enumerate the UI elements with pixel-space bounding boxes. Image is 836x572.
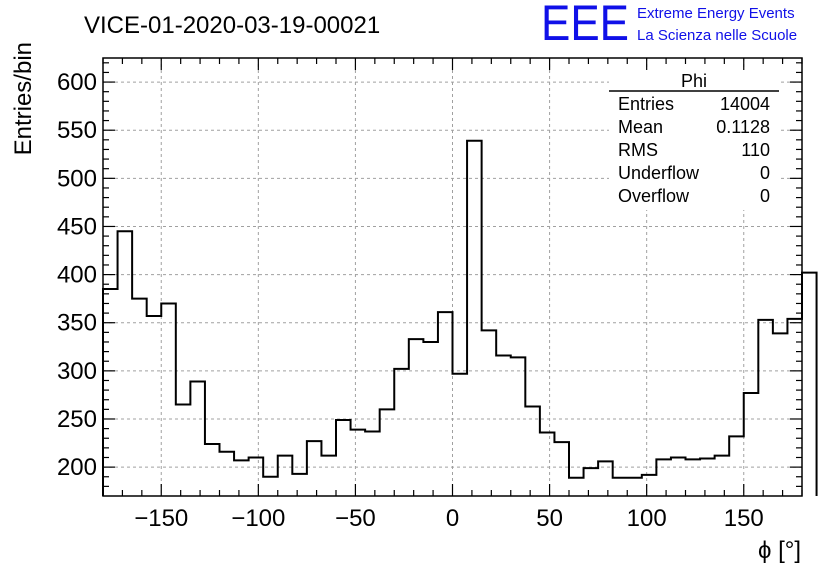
- histogram-bin: [744, 393, 759, 496]
- histogram-bin: [584, 468, 599, 496]
- y-tick-label: 400: [57, 262, 97, 289]
- histogram-bin: [336, 420, 351, 496]
- histogram-bin: [351, 430, 366, 496]
- stats-label: Mean: [618, 117, 663, 137]
- y-tick-label: 450: [57, 213, 97, 240]
- x-tick-label: −100: [231, 505, 285, 532]
- stats-value: 0.1128: [716, 117, 770, 137]
- histogram-bin: [715, 456, 730, 496]
- histogram-bin: [569, 478, 584, 496]
- histogram-bin: [671, 457, 686, 496]
- histogram-bin: [802, 273, 817, 496]
- y-tick-label: 300: [57, 358, 97, 385]
- histogram-bin: [147, 316, 162, 496]
- histogram-bin: [307, 441, 322, 496]
- histogram-bin: [496, 355, 511, 496]
- x-tick-label: 150: [724, 505, 764, 532]
- histogram-bin: [773, 333, 788, 496]
- x-tick-label: 50: [536, 505, 563, 532]
- histogram-bin: [729, 436, 744, 496]
- y-tick-label: 550: [57, 117, 97, 144]
- stats-value: 0: [760, 186, 770, 206]
- histogram-bin: [438, 312, 453, 496]
- histogram-bin: [132, 299, 147, 496]
- histogram-bin: [234, 460, 249, 496]
- stats-label: Entries: [618, 94, 674, 114]
- histogram-bin: [540, 432, 555, 496]
- stats-box-title: Phi: [681, 71, 707, 91]
- histogram-bin: [482, 330, 497, 496]
- histogram-bin: [627, 478, 642, 496]
- histogram-bin: [103, 289, 118, 496]
- histogram-bin: [787, 319, 802, 496]
- histogram-bin: [380, 409, 395, 496]
- logo-line-1: Extreme Energy Events: [637, 5, 795, 22]
- histogram-bin: [161, 303, 176, 496]
- histogram-bin: [613, 478, 628, 496]
- stats-label: Overflow: [618, 186, 690, 206]
- histogram-bin: [292, 474, 307, 496]
- y-tick-label: 200: [57, 454, 97, 481]
- histogram-bin: [205, 444, 220, 496]
- x-tick-label: −50: [335, 505, 376, 532]
- logo-mark: EEE: [541, 0, 629, 51]
- x-tick-label: −150: [134, 505, 188, 532]
- histogram-bin: [467, 141, 482, 496]
- histogram-bin: [365, 432, 380, 496]
- histogram-bin: [554, 442, 569, 496]
- histogram-bin: [321, 456, 336, 496]
- stats-box: Phi Entries 14004 Mean 0.1128 RMS 110 Underflo…: [609, 70, 779, 210]
- histogram-bin: [394, 369, 409, 496]
- histogram-bin: [190, 381, 205, 496]
- logo-line-2: La Scienza nelle Scuole: [637, 27, 797, 44]
- stats-value: 110: [741, 140, 770, 160]
- x-axis-label: ϕ [°]: [758, 537, 801, 564]
- histogram-bin: [525, 406, 540, 496]
- histogram-bin: [511, 357, 526, 496]
- histogram-bin: [642, 475, 657, 496]
- histogram-bin: [758, 320, 773, 496]
- y-tick-label: 250: [57, 406, 97, 433]
- histogram-bin: [118, 231, 133, 496]
- stats-label: Underflow: [618, 163, 700, 183]
- histogram-bin: [176, 405, 191, 496]
- histogram-bin: [249, 457, 264, 496]
- histogram-bin: [409, 339, 424, 496]
- chart-title: VICE-01-2020-03-19-00021: [84, 12, 380, 39]
- y-tick-label: 600: [57, 69, 97, 96]
- histogram-bin: [423, 342, 438, 496]
- x-tick-label: 100: [627, 505, 667, 532]
- histogram-series: [102, 139, 818, 496]
- y-tick-label: 500: [57, 165, 97, 192]
- y-axis: 200 250 300 350 400 450 500 550 600: [57, 62, 802, 487]
- histogram-bin: [220, 452, 235, 496]
- histogram-bin: [453, 374, 468, 496]
- stats-value: 0: [760, 163, 770, 183]
- histogram-bin: [656, 459, 671, 496]
- histogram-bin: [598, 461, 613, 496]
- histogram-bin: [700, 458, 715, 496]
- x-axis: −150 −100 −50 0 50 100 150: [102, 58, 803, 532]
- stats-label: RMS: [618, 140, 658, 160]
- histogram-bin: [278, 456, 293, 496]
- histogram-bin: [686, 459, 701, 496]
- y-tick-label: 350: [57, 310, 97, 337]
- eee-logo: EEE Extreme Energy Events La Scienza nel…: [541, 0, 797, 51]
- stats-value: 14004: [720, 94, 770, 114]
- histogram-bin: [263, 477, 278, 496]
- y-axis-label: Entries/bin: [10, 42, 37, 155]
- x-tick-label: 0: [446, 505, 459, 532]
